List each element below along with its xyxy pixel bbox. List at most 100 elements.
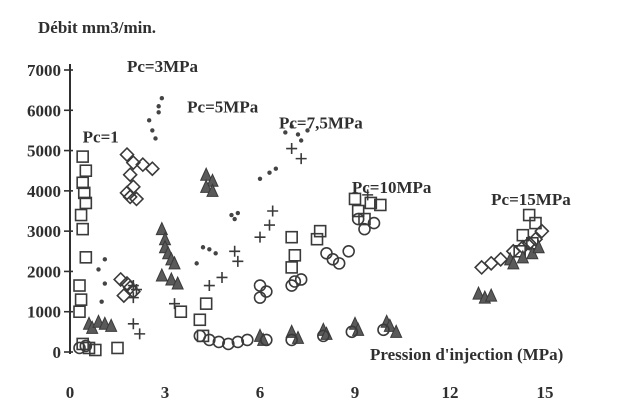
dot-marker xyxy=(283,130,288,135)
circle-marker xyxy=(332,257,346,270)
plus-marker xyxy=(127,318,139,330)
circle-marker xyxy=(203,333,216,347)
annotation-label: Pc=5MPa xyxy=(187,97,259,116)
square-marker xyxy=(76,176,89,190)
square-marker xyxy=(199,297,213,310)
plus-marker xyxy=(295,153,307,165)
circle-marker xyxy=(231,335,245,349)
diamond-marker xyxy=(493,251,509,267)
triangle-marker xyxy=(351,322,365,336)
dot-marker xyxy=(102,281,108,286)
circle-marker xyxy=(260,333,273,347)
circle-marker xyxy=(212,335,226,349)
square-marker xyxy=(174,305,188,319)
circle-marker xyxy=(285,333,298,347)
triangle-marker xyxy=(206,183,219,197)
diamond-marker xyxy=(521,235,537,251)
x-tick-label: 0 xyxy=(66,383,75,402)
dot-marker xyxy=(159,96,165,101)
plus-marker xyxy=(254,231,266,243)
dot-marker xyxy=(235,210,241,216)
square-marker xyxy=(74,208,88,222)
annotation-label: Pc=7,5MPa xyxy=(279,113,363,132)
square-marker xyxy=(522,208,536,222)
square-marker xyxy=(348,192,362,206)
y-tick-label: 6000 xyxy=(27,101,61,120)
square-marker xyxy=(374,198,387,212)
diamond-marker xyxy=(122,167,138,183)
y-tick-label: 3000 xyxy=(27,222,61,241)
triangle-marker xyxy=(516,249,530,264)
dot-marker xyxy=(156,104,161,109)
annotation-label: Pc=10MPa xyxy=(352,178,432,197)
square-marker xyxy=(76,222,89,236)
square-marker xyxy=(73,305,86,319)
circle-marker xyxy=(377,323,390,337)
square-marker xyxy=(310,232,324,246)
circle-marker xyxy=(367,216,381,230)
circle-marker xyxy=(241,333,254,347)
circle-marker xyxy=(285,279,298,292)
circle-marker xyxy=(253,279,267,292)
circle-marker xyxy=(294,273,308,286)
triangle-marker xyxy=(155,221,169,236)
square-marker xyxy=(79,196,93,210)
circle-marker xyxy=(317,329,330,343)
circle-marker xyxy=(326,253,340,266)
diamond-marker xyxy=(534,223,550,239)
circle-marker xyxy=(358,222,371,236)
plus-marker xyxy=(216,271,228,283)
tick-labels: 0 1000 2000 3000 4000 5000 6000 7000 0 3 6 9 12 15 xyxy=(27,61,554,402)
x-tick-label: 3 xyxy=(161,383,170,402)
diamond-marker xyxy=(113,271,129,288)
square-marker xyxy=(285,230,298,244)
circle-marker xyxy=(73,341,86,355)
x-tick-label: 15 xyxy=(537,383,554,402)
square-marker xyxy=(111,341,124,355)
diamond-marker xyxy=(144,161,160,177)
triangle-marker xyxy=(155,267,169,282)
dot-marker xyxy=(200,245,206,250)
diamond-marker xyxy=(135,157,151,173)
dot-marker xyxy=(99,299,104,304)
y-tick-label: 1000 xyxy=(27,303,61,322)
dot-marker xyxy=(153,136,158,141)
x-tick-label: 12 xyxy=(442,383,459,402)
plus-marker xyxy=(267,205,279,217)
triangle-marker xyxy=(472,285,485,300)
circle-marker xyxy=(320,247,333,260)
triangle-marker xyxy=(291,330,305,344)
diamond-marker xyxy=(119,146,135,163)
diamond-marker xyxy=(125,155,141,171)
plus-marker xyxy=(362,189,374,201)
triangle-marker xyxy=(165,271,178,286)
square-marker xyxy=(288,249,302,262)
square-marker xyxy=(313,224,327,238)
annotation-label: Pc=15MPa xyxy=(491,190,571,209)
axes xyxy=(64,64,73,354)
plus-marker xyxy=(169,298,180,310)
triangle-marker xyxy=(389,324,403,338)
plus-marker xyxy=(131,284,142,296)
square-marker xyxy=(79,251,93,264)
circle-marker xyxy=(342,244,355,258)
square-marker xyxy=(529,216,542,230)
dot-marker xyxy=(295,132,301,137)
dot-marker xyxy=(156,110,161,115)
square-marker xyxy=(79,164,93,178)
dot-marker xyxy=(207,247,212,252)
dot-marker xyxy=(146,118,152,123)
square-marker xyxy=(73,279,86,292)
dot-marker xyxy=(194,261,199,266)
annotation-label: Pc=3MPa xyxy=(127,57,199,76)
dot-marker xyxy=(273,166,279,171)
dot-marker xyxy=(150,128,155,133)
square-marker xyxy=(76,150,89,163)
square-marker xyxy=(364,196,378,210)
dot-marker xyxy=(305,128,310,133)
diamond-marker xyxy=(128,191,145,207)
dot-marker xyxy=(232,216,237,222)
y-tick-label: 5000 xyxy=(27,142,61,161)
dot-marker xyxy=(267,170,272,175)
